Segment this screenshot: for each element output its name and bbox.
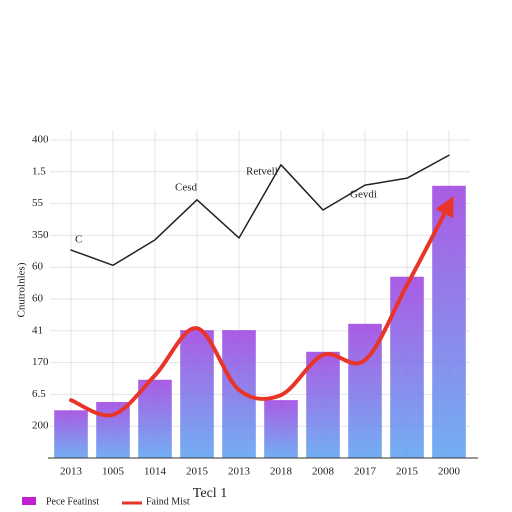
legend-label: Faind Mist	[146, 496, 190, 507]
x-tick-label: 2008	[312, 466, 335, 478]
bar	[306, 351, 340, 458]
bars	[54, 185, 466, 459]
bar	[432, 185, 466, 459]
y-tick-label: 41	[32, 324, 43, 336]
bar	[138, 379, 172, 458]
x-tick-label: 2015	[186, 466, 209, 478]
y-tick-label: 350	[32, 229, 49, 241]
annotation: C	[75, 234, 82, 246]
y-axis-title: Cnutrolnles)	[16, 262, 28, 317]
bar	[390, 276, 424, 458]
chart-title: Tecl 1	[193, 486, 227, 501]
y-tick-label: 170	[32, 356, 49, 368]
x-tick-label: 2013	[228, 466, 251, 478]
y-tick-label: 6.5	[32, 388, 46, 400]
y-tick-label: 400	[32, 134, 49, 146]
y-tick-label: 55	[32, 197, 44, 209]
x-tick-label: 2015	[396, 466, 419, 478]
x-tick-label: 2000	[438, 466, 461, 478]
bar	[180, 330, 214, 458]
x-tick-label: 1014	[144, 466, 167, 478]
bar	[264, 400, 298, 458]
legend-label: Pece Featinst	[46, 496, 99, 507]
annotation: Retvell	[246, 166, 278, 178]
y-tick-label: 60	[32, 261, 44, 273]
legend: Pece Featinst Faind Mist	[22, 496, 190, 507]
x-tick-label: 2013	[60, 466, 83, 478]
bar	[222, 330, 256, 458]
x-tick-label: 2018	[270, 466, 293, 478]
bar	[96, 402, 130, 458]
x-tick-label: 2017	[354, 466, 377, 478]
line	[70, 154, 450, 267]
annotation: Cesd	[175, 182, 198, 194]
y-tick-label: 200	[32, 420, 49, 432]
lines	[69, 154, 454, 418]
line	[69, 196, 454, 418]
legend-swatch	[22, 497, 36, 505]
annotation: Gevdi	[350, 189, 377, 201]
y-tick-label: 1.5	[32, 165, 46, 177]
x-tick-label: 1005	[102, 466, 125, 478]
y-tick-label: 60	[32, 293, 44, 305]
bar	[54, 410, 88, 458]
